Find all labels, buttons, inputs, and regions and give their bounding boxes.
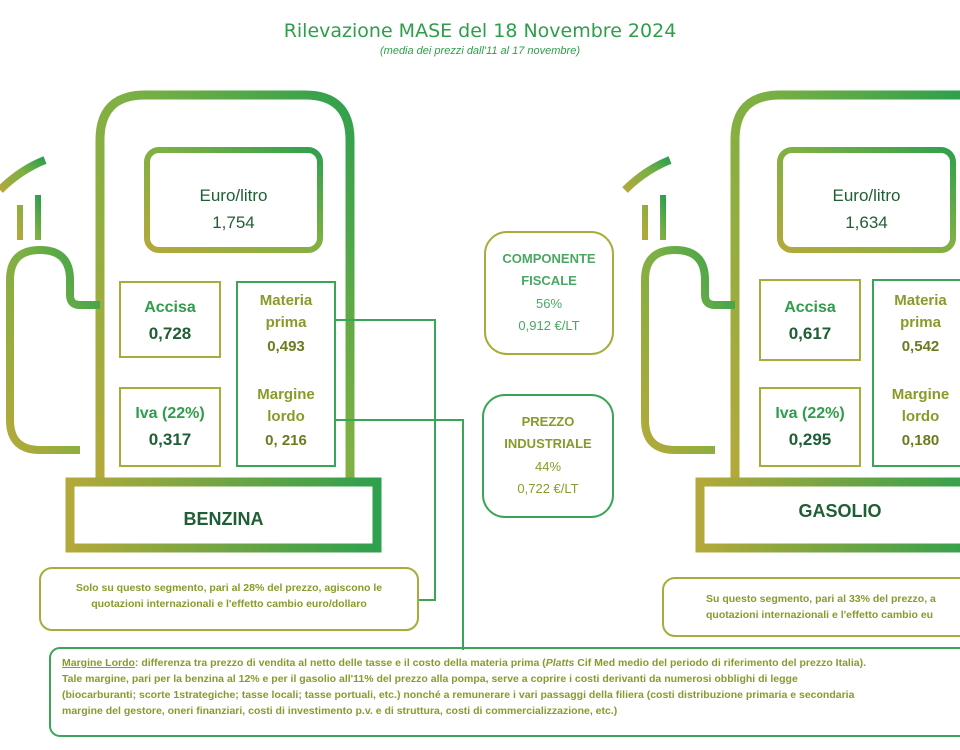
connector-margine <box>335 419 464 650</box>
footnote-line-2: Tale margine, pari per la benzina al 12%… <box>62 673 798 685</box>
benzina-label: BENZINA <box>183 509 264 529</box>
gasolio-price-value: 1,634 <box>845 213 888 232</box>
gasolio-note-box <box>662 577 960 637</box>
gasolio-accisa-value: 0,617 <box>788 324 832 343</box>
componente-fiscale-line2: FISCALE <box>521 273 577 288</box>
footnote: Margine Lordo: differenza tra prezzo di … <box>62 655 960 719</box>
gasolio-iva-value: 0,295 <box>788 430 832 449</box>
benzina-iva-label: Iva (22%) <box>135 405 205 422</box>
componente-fiscale-value: 0,912 €/LT <box>518 318 580 333</box>
prezzo-industriale-value: 0,722 €/LT <box>517 481 579 496</box>
prezzo-industriale-line1: PREZZO <box>521 414 575 429</box>
componente-fiscale-box <box>484 231 614 355</box>
gasolio-iva-box <box>759 387 861 467</box>
footnote-platts: Platts <box>545 657 575 669</box>
gasolio-industrial-box <box>872 279 960 467</box>
gasolio-materia-value: 0,542 <box>901 338 940 355</box>
footnote-box <box>49 647 960 737</box>
gasolio-accisa-box <box>759 279 861 361</box>
prezzo-industriale-pct: 44% <box>534 459 562 474</box>
benzina-materia-value: 0,493 <box>267 338 305 355</box>
benzina-price-value: 1,754 <box>212 213 255 232</box>
benzina-note-box <box>39 567 419 631</box>
benzina-margine-value: 0, 216 <box>265 432 307 449</box>
benzina-price-box <box>144 147 323 253</box>
gasolio-price-box <box>777 147 956 253</box>
connector-materia <box>335 319 436 601</box>
benzina-margine-label-2: lordo <box>267 408 305 425</box>
gasolio-materia-label-2: prima <box>900 314 941 331</box>
footnote-line-3: (biocarburanti; scorte 1strategiche; tas… <box>62 689 855 701</box>
gasolio-margine-value: 0,180 <box>901 432 940 449</box>
componente-fiscale-line1: COMPONENTE <box>502 251 596 266</box>
benzina-note-line-1: Solo su questo segmento, pari al 28% del… <box>75 582 383 594</box>
gasolio-price-label: Euro/litro <box>832 186 901 205</box>
benzina-iva-value: 0,317 <box>148 430 192 449</box>
benzina-margine-label: Margine <box>257 386 315 403</box>
gasolio-note-line-1: Su questo segmento, pari al 33% del prez… <box>706 593 936 605</box>
footnote-line-1a: : differenza tra prezzo di vendita al ne… <box>134 657 546 669</box>
benzina-industrial-box <box>236 281 336 467</box>
gasolio-note-line-2: quotazioni internazionali e l'effetto ca… <box>706 609 934 621</box>
benzina-materia-label-2: prima <box>265 314 307 331</box>
gasolio-pump <box>622 90 960 480</box>
footnote-line-1: Margine Lordo: differenza tra prezzo di … <box>62 655 960 671</box>
page-subtitle: (media dei prezzi dall'11 al 17 novembre… <box>380 45 580 57</box>
page-title: Rilevazione MASE del 18 Novembre 2024 <box>283 20 677 42</box>
prezzo-industriale-box <box>482 394 614 518</box>
gasolio-margine-label: Margine <box>891 386 950 403</box>
gasolio-label: GASOLIO <box>798 501 882 521</box>
benzina-price-label: Euro/litro <box>199 186 268 205</box>
benzina-base <box>65 477 382 553</box>
benzina-accisa-label: Accisa <box>144 299 196 316</box>
benzina-iva-box <box>119 387 221 467</box>
componente-fiscale-pct: 56% <box>535 296 563 311</box>
gasolio-accisa-label: Accisa <box>784 299 836 316</box>
benzina-materia-label: Materia <box>259 292 313 309</box>
benzina-pump <box>0 90 355 480</box>
footnote-line-4: margine del gestore, oneri finanziari, c… <box>62 705 618 717</box>
gasolio-iva-label: Iva (22%) <box>775 405 845 422</box>
gasolio-base <box>695 477 960 553</box>
prezzo-industriale-line2: INDUSTRIALE <box>504 436 592 451</box>
gasolio-materia-label: Materia <box>894 292 947 309</box>
benzina-accisa-value: 0,728 <box>148 324 192 343</box>
gasolio-margine-label-2: lordo <box>901 408 940 425</box>
footnote-line-1b: Cif Med medio del periodo di riferimento… <box>574 657 867 669</box>
footnote-term: Margine Lordo <box>62 657 135 669</box>
benzina-note-line-2: quotazioni internazionali e l'effetto ca… <box>91 598 367 610</box>
benzina-accisa-box <box>119 281 221 358</box>
